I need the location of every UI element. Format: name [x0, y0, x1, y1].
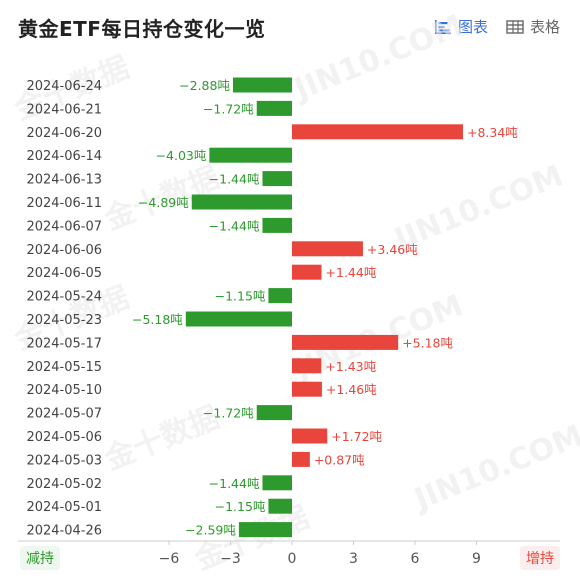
category-label: 2024-06-07: [26, 219, 102, 234]
tab-table[interactable]: 表格: [506, 16, 560, 37]
category-label: 2024-05-15: [26, 360, 102, 375]
bar[interactable]: [292, 428, 328, 444]
bar[interactable]: [262, 217, 292, 233]
value-label: −1.44吨: [209, 218, 260, 233]
bar[interactable]: [209, 147, 292, 163]
x-tick-label: −3: [220, 551, 241, 567]
view-tabs: 图表 表格: [434, 16, 560, 37]
x-axis: −6 −3 0 3 6 9: [18, 540, 560, 567]
category-label: 2024-04-26: [26, 524, 102, 539]
category-label: 2024-06-14: [26, 149, 102, 164]
value-label: +1.43吨: [325, 359, 376, 374]
watermark-text: JIN10.COM: [288, 8, 468, 108]
bar[interactable]: [292, 241, 363, 257]
value-label: −4.03吨: [156, 148, 207, 163]
value-label: +5.18吨: [402, 335, 453, 350]
category-label: 2024-05-10: [26, 383, 102, 398]
reduce-holdings-label: 减持: [20, 546, 60, 570]
bar[interactable]: [268, 498, 292, 514]
bar[interactable]: [256, 100, 292, 116]
watermark-text: JIN10.COM: [408, 418, 580, 518]
bar[interactable]: [238, 522, 292, 538]
x-tick-label: −6: [159, 551, 180, 567]
category-label: 2024-05-07: [26, 407, 102, 422]
value-label: +8.34吨: [467, 125, 518, 140]
category-label: 2024-05-06: [26, 430, 102, 445]
header: 黄金ETF每日持仓变化一览 图表 表格: [0, 0, 580, 52]
bar[interactable]: [185, 311, 292, 327]
bar[interactable]: [292, 264, 322, 280]
table-icon: [506, 19, 524, 34]
category-label: 2024-05-03: [26, 453, 102, 468]
category-label: 2024-05-01: [26, 500, 102, 515]
x-tick-label: 9: [472, 551, 481, 567]
bar[interactable]: [292, 124, 463, 140]
x-tick-label: 3: [349, 551, 358, 567]
bar[interactable]: [292, 358, 322, 374]
value-label: −1.72吨: [203, 406, 254, 421]
category-label: 2024-05-02: [26, 477, 102, 492]
value-label: +1.44吨: [326, 265, 377, 280]
category-label: 2024-06-13: [26, 173, 102, 188]
increase-holdings-label: 增持: [520, 546, 560, 570]
category-label: 2024-06-20: [26, 126, 102, 141]
value-label: +1.72吨: [331, 429, 382, 444]
value-label: −2.88吨: [179, 78, 230, 93]
category-label: 2024-06-06: [26, 243, 102, 258]
tab-chart-label: 图表: [457, 18, 488, 36]
bar[interactable]: [268, 288, 292, 304]
value-label: +3.46吨: [367, 242, 418, 257]
category-label: 2024-06-05: [26, 266, 102, 281]
category-label: 2024-05-23: [26, 313, 102, 328]
bar[interactable]: [232, 77, 292, 93]
category-label: 2024-06-24: [26, 79, 102, 94]
value-label: −5.18吨: [132, 312, 183, 327]
value-label: −4.89吨: [138, 195, 189, 210]
bar[interactable]: [256, 405, 292, 421]
tab-table-label: 表格: [529, 18, 560, 36]
value-label: −1.44吨: [209, 476, 260, 491]
value-label: +0.87吨: [314, 452, 365, 467]
value-label: −1.44吨: [209, 172, 260, 187]
bar[interactable]: [292, 334, 399, 350]
category-label: 2024-05-24: [26, 290, 102, 305]
tab-chart[interactable]: 图表: [434, 16, 488, 37]
bar[interactable]: [191, 194, 292, 210]
category-label: 2024-05-17: [26, 336, 102, 351]
bar-chart-icon: [434, 19, 451, 34]
value-label: +1.46吨: [326, 382, 377, 397]
category-label: 2024-06-21: [26, 102, 102, 117]
bars-layer: 2024-06-24 −2.88吨 2024-06-21 −1.72吨 2024-06-…: [26, 77, 518, 539]
bar[interactable]: [262, 171, 292, 187]
page-title: 黄金ETF每日持仓变化一览: [18, 17, 266, 41]
value-label: −1.15吨: [215, 499, 266, 514]
bar[interactable]: [292, 381, 322, 397]
x-tick-label: 6: [411, 551, 420, 567]
x-tick-label: 0: [288, 551, 297, 567]
bar[interactable]: [292, 451, 310, 467]
value-label: −1.15吨: [215, 289, 266, 304]
value-label: −1.72吨: [203, 101, 254, 116]
category-label: 2024-06-11: [26, 196, 102, 211]
bar[interactable]: [262, 475, 292, 491]
value-label: −2.59吨: [185, 523, 236, 538]
